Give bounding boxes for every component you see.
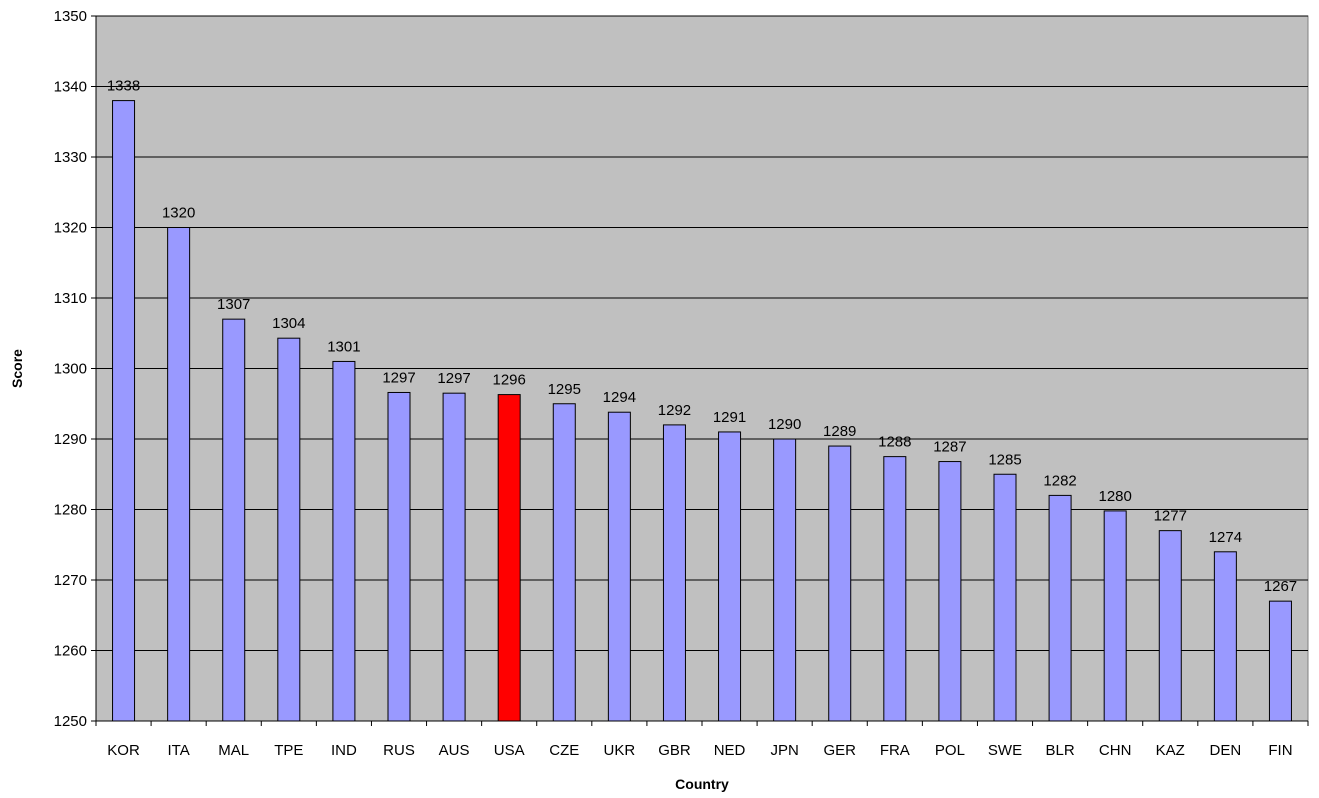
bar-kor — [112, 100, 136, 722]
data-label-chn: 1280 — [1098, 488, 1131, 505]
data-label-cze: 1295 — [548, 381, 581, 398]
bar-gbr — [662, 424, 686, 722]
bar-ned — [718, 431, 742, 722]
data-label-gbr: 1292 — [658, 402, 691, 419]
x-axis-title: Country — [675, 776, 729, 792]
y-axis-title: Score — [9, 349, 25, 388]
x-tick-label-gbr: GBR — [658, 742, 691, 759]
data-label-den: 1274 — [1209, 529, 1242, 546]
data-label-rus: 1297 — [382, 369, 415, 386]
x-tick-label-aus: AUS — [439, 742, 470, 759]
bar-mal — [222, 318, 246, 722]
bar-rus — [387, 391, 411, 722]
data-label-ita: 1320 — [162, 205, 195, 222]
x-tick-label-fin: FIN — [1268, 742, 1292, 759]
y-tick-label: 1330 — [54, 149, 87, 166]
bar-jpn — [773, 438, 797, 722]
y-tick-label: 1320 — [54, 220, 87, 237]
x-tick-label-blr: BLR — [1045, 742, 1074, 759]
bar-ger — [828, 445, 852, 722]
y-tick-label: 1340 — [54, 79, 87, 96]
data-label-ind: 1301 — [327, 338, 360, 355]
data-label-pol: 1287 — [933, 439, 966, 456]
data-label-tpe: 1304 — [272, 315, 305, 332]
data-label-usa: 1296 — [492, 372, 525, 389]
bar-tpe — [277, 337, 301, 722]
data-label-fin: 1267 — [1264, 578, 1297, 595]
x-tick-label-jpn: JPN — [770, 742, 798, 759]
x-tick-label-ned: NED — [714, 742, 746, 759]
x-tick-label-kaz: KAZ — [1156, 742, 1185, 759]
y-tick-label: 1310 — [54, 290, 87, 307]
y-tick-label: 1300 — [54, 361, 87, 378]
data-label-blr: 1282 — [1043, 472, 1076, 489]
bar-pol — [938, 461, 962, 722]
bar-cze — [552, 403, 576, 722]
y-axis-ticks: 1250 1260 1270 1280 1290 1300 1310 1320 1330 1340… — [54, 8, 1308, 730]
x-tick-label-usa: USA — [494, 742, 525, 759]
bar-ukr — [607, 411, 631, 722]
data-label-ned: 1291 — [713, 409, 746, 426]
data-label-aus: 1297 — [437, 370, 470, 387]
bar-aus — [442, 392, 466, 722]
data-label-mal: 1307 — [217, 296, 250, 313]
bars — [112, 100, 1292, 722]
y-tick-label: 1290 — [54, 431, 87, 448]
data-label-swe: 1285 — [988, 451, 1021, 468]
bar-kaz — [1158, 530, 1182, 722]
bar-swe — [993, 473, 1017, 722]
x-tick-label-chn: CHN — [1099, 742, 1132, 759]
bar-fin — [1268, 600, 1292, 722]
bar-den — [1213, 551, 1237, 722]
y-tick-label: 1260 — [54, 643, 87, 660]
y-tick-label: 1280 — [54, 502, 87, 519]
x-axis-ticks: KOR ITA MAL TPE IND RUS AUS USA CZE UKR GBR NED JPN G… — [95, 721, 1309, 759]
x-tick-label-tpe: TPE — [274, 742, 303, 759]
x-tick-label-ita: ITA — [168, 742, 190, 759]
x-tick-label-kor: KOR — [107, 742, 140, 759]
y-tick-label: 1250 — [54, 713, 87, 730]
data-label-kor: 1338 — [107, 78, 140, 95]
x-tick-label-mal: MAL — [218, 742, 249, 759]
x-tick-label-rus: RUS — [383, 742, 415, 759]
bar-ind — [332, 360, 356, 722]
x-tick-label-ind: IND — [331, 742, 357, 759]
bar-blr — [1048, 494, 1072, 722]
data-label-ukr: 1294 — [603, 389, 636, 406]
bar-chn — [1103, 510, 1127, 722]
bar-usa — [497, 394, 521, 722]
x-tick-label-ger: GER — [823, 742, 856, 759]
x-tick-label-den: DEN — [1210, 742, 1242, 759]
y-tick-label: 1350 — [54, 8, 87, 25]
data-label-kaz: 1277 — [1154, 508, 1187, 525]
x-tick-label-pol: POL — [935, 742, 965, 759]
bar-ita — [167, 227, 191, 722]
x-tick-label-fra: FRA — [880, 742, 910, 759]
data-labels: 1338 1320 1307 1304 1301 1297 1297 1296 1295 1294… — [107, 78, 1297, 596]
x-tick-label-swe: SWE — [988, 742, 1022, 759]
data-label-jpn: 1290 — [768, 416, 801, 433]
y-tick-label: 1270 — [54, 572, 87, 589]
bar-fra — [883, 456, 907, 722]
x-tick-label-cze: CZE — [549, 742, 579, 759]
data-label-fra: 1288 — [878, 434, 911, 451]
x-tick-label-ukr: UKR — [604, 742, 636, 759]
data-label-ger: 1289 — [823, 423, 856, 440]
